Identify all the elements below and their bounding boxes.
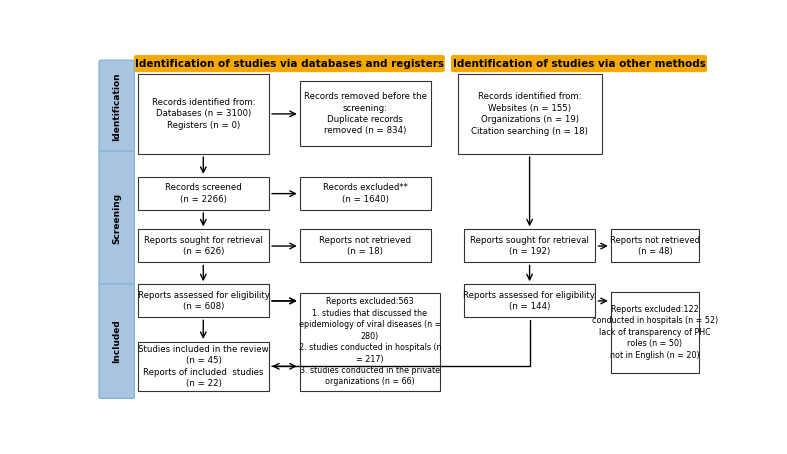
FancyBboxPatch shape bbox=[135, 55, 444, 72]
FancyBboxPatch shape bbox=[99, 60, 135, 154]
Text: Records identified from:
Websites (n = 155)
Organizations (n = 19)
Citation sear: Records identified from: Websites (n = 1… bbox=[471, 92, 589, 136]
Text: Studies included in the review
(n = 45)
Reports of included  studies
(n = 22): Studies included in the review (n = 45) … bbox=[139, 345, 269, 388]
Text: Reports not retrieved
(n = 18): Reports not retrieved (n = 18) bbox=[320, 236, 412, 256]
Text: Reports sought for retrieval
(n = 192): Reports sought for retrieval (n = 192) bbox=[471, 236, 589, 256]
Text: Identification: Identification bbox=[113, 73, 121, 141]
FancyBboxPatch shape bbox=[300, 81, 430, 146]
FancyBboxPatch shape bbox=[138, 177, 269, 210]
FancyBboxPatch shape bbox=[458, 74, 601, 154]
FancyBboxPatch shape bbox=[138, 342, 269, 391]
FancyBboxPatch shape bbox=[99, 151, 135, 286]
FancyBboxPatch shape bbox=[138, 229, 269, 262]
Text: Records removed before the
screening:
Duplicate records
removed (n = 834): Records removed before the screening: Du… bbox=[304, 92, 427, 135]
Text: Reports assessed for eligibility.
(n = 144): Reports assessed for eligibility. (n = 1… bbox=[464, 291, 597, 311]
FancyBboxPatch shape bbox=[611, 229, 699, 262]
FancyBboxPatch shape bbox=[300, 229, 430, 262]
Text: Reports excluded:122
conducted in hospitals (n = 52)
lack of transparency of PHC: Reports excluded:122 conducted in hospit… bbox=[592, 305, 718, 360]
FancyBboxPatch shape bbox=[464, 284, 596, 317]
FancyBboxPatch shape bbox=[300, 293, 440, 391]
Text: Records excluded**
(n = 1640): Records excluded** (n = 1640) bbox=[323, 183, 408, 204]
Text: Records identified from:
Databases (n = 3100)
Registers (n = 0): Records identified from: Databases (n = … bbox=[152, 98, 256, 130]
Text: Included: Included bbox=[113, 319, 121, 363]
Text: Reports assessed for eligibility
(n = 608): Reports assessed for eligibility (n = 60… bbox=[138, 291, 269, 311]
FancyBboxPatch shape bbox=[452, 55, 707, 72]
Text: Identification of studies via other methods: Identification of studies via other meth… bbox=[453, 59, 705, 69]
Text: Screening: Screening bbox=[113, 193, 121, 244]
Text: Reports excluded:563
1. studies that discussed the
epidemiology of viral disease: Reports excluded:563 1. studies that dis… bbox=[298, 297, 441, 386]
Text: Reports not retrieved
(n = 48): Reports not retrieved (n = 48) bbox=[610, 236, 700, 256]
FancyBboxPatch shape bbox=[300, 177, 430, 210]
Text: Records screened
(n = 2266): Records screened (n = 2266) bbox=[165, 183, 242, 204]
Text: Identification of studies via databases and registers: Identification of studies via databases … bbox=[135, 59, 444, 69]
FancyBboxPatch shape bbox=[464, 229, 596, 262]
Text: Reports sought for retrieval
(n = 626): Reports sought for retrieval (n = 626) bbox=[144, 236, 263, 256]
FancyBboxPatch shape bbox=[99, 284, 135, 399]
FancyBboxPatch shape bbox=[138, 284, 269, 317]
FancyBboxPatch shape bbox=[611, 292, 699, 373]
FancyBboxPatch shape bbox=[138, 74, 269, 154]
